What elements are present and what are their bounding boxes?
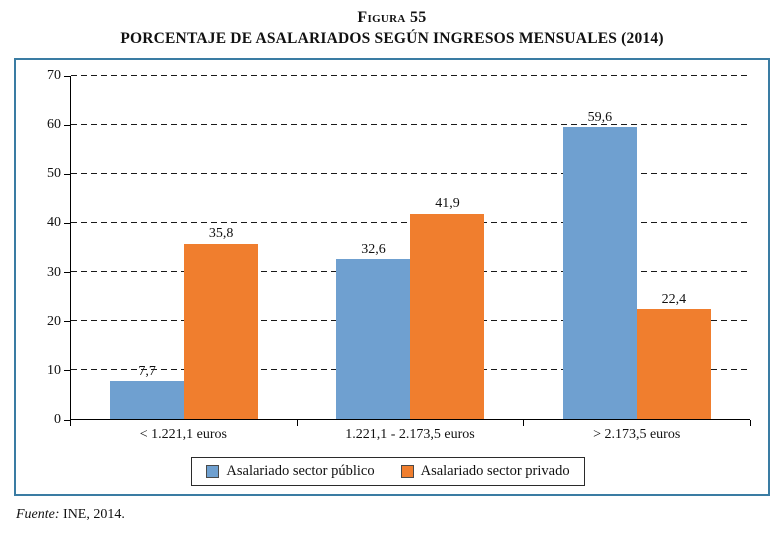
- y-tick-label: 10: [47, 362, 70, 378]
- legend-swatch: [206, 465, 220, 478]
- figure-number: Figura 55: [357, 9, 427, 26]
- bar-column: 35,8: [184, 76, 259, 419]
- y-tick-label: 50: [47, 167, 70, 181]
- source-note: Fuente: INE, 2014.: [16, 507, 784, 523]
- gridline: [71, 75, 750, 76]
- source-label: Fuente:: [16, 507, 60, 522]
- y-axis: 0 10 20 30 40 50 60 70: [26, 69, 70, 427]
- y-tick-label: 40: [47, 216, 70, 230]
- x-axis-tick: [296, 420, 298, 426]
- legend-label: Asalariado sector público: [226, 463, 375, 479]
- y-tick-text: 70: [47, 68, 61, 83]
- y-tick-label: 70: [47, 69, 70, 83]
- bar-value-label: 59,6: [587, 109, 613, 125]
- bar: [336, 259, 411, 419]
- chart-title: PORCENTAJE DE ASALARIADOS SEGÚN INGRESOS…: [120, 30, 664, 47]
- bar-group: 32,6 41,9: [297, 76, 523, 419]
- y-tick-label: 30: [47, 264, 70, 280]
- gridline: [71, 173, 750, 174]
- bar: [562, 126, 637, 419]
- bar-group: 59,6 22,4: [524, 76, 750, 419]
- y-tick-label: 60: [47, 118, 70, 132]
- bar-column: 7,7: [110, 76, 185, 419]
- y-tick-text: 40: [47, 215, 61, 231]
- bar: [410, 213, 485, 419]
- bar-group: 7,7 35,8: [71, 76, 297, 419]
- bar-column: 41,9: [410, 76, 485, 419]
- bar-groups: 7,7 35,8 32,6 41,9 59,6 22,4: [71, 76, 750, 419]
- bar-value-label: 7,7: [138, 363, 156, 379]
- x-category-label: 1.221,1 - 2.173,5 euros: [345, 427, 475, 442]
- source-text: INE, 2014.: [63, 507, 125, 522]
- x-axis-labels: < 1.221,1 euros 1.221,1 - 2.173,5 euros > …: [70, 420, 751, 450]
- y-tick-text: 10: [47, 362, 61, 378]
- legend-row: Asalariado sector público Asalariado sect…: [26, 457, 750, 486]
- plot-row: 0 10 20 30 40 50 60 70 7,7 35,8 32,6 41,9 59,6 22,4: [26, 69, 750, 427]
- bar-column: 32,6: [336, 76, 411, 419]
- y-tick-text: 20: [47, 313, 61, 329]
- y-tick-text: 60: [47, 117, 61, 133]
- x-category-label: > 2.173,5 euros: [593, 427, 681, 442]
- x-axis-tick: [70, 420, 71, 426]
- bar-value-label: 32,6: [361, 241, 386, 257]
- y-tick-text: 30: [47, 264, 61, 280]
- legend-label: Asalariado sector privado: [420, 463, 570, 479]
- bar: [110, 381, 185, 419]
- x-axis-tick: [750, 420, 751, 426]
- legend: Asalariado sector público Asalariado sect…: [191, 457, 585, 486]
- bar: [636, 309, 711, 419]
- bar-column: 59,6: [562, 76, 637, 419]
- plot-area: 7,7 35,8 32,6 41,9 59,6 22,4: [70, 75, 750, 420]
- y-tick-label: 20: [47, 313, 70, 329]
- gridline: [71, 124, 750, 125]
- bar: [184, 243, 259, 419]
- y-tick-label: 0: [54, 413, 70, 427]
- y-tick-text: 50: [47, 166, 61, 182]
- x-axis-row: < 1.221,1 euros 1.221,1 - 2.173,5 euros > …: [26, 420, 751, 450]
- bar-column: 22,4: [636, 76, 711, 419]
- chart-frame: 0 10 20 30 40 50 60 70 7,7 35,8 32,6 41,9 59,6 22,4 …: [14, 58, 770, 496]
- x-category-label: < 1.221,1 euros: [139, 427, 227, 442]
- y-tick-text: 0: [54, 412, 61, 427]
- legend-item: Asalariado sector público: [206, 463, 375, 480]
- legend-item: Asalariado sector privado: [400, 463, 570, 480]
- legend-swatch: [400, 465, 414, 478]
- x-axis-tick: [523, 420, 525, 426]
- figure-header: Figura 55 PORCENTAJE DE ASALARIADOS SEGÚ…: [0, 0, 784, 48]
- bar-value-label: 35,8: [208, 226, 234, 242]
- bar-value-label: 41,9: [435, 196, 460, 212]
- bar-value-label: 22,4: [661, 291, 687, 307]
